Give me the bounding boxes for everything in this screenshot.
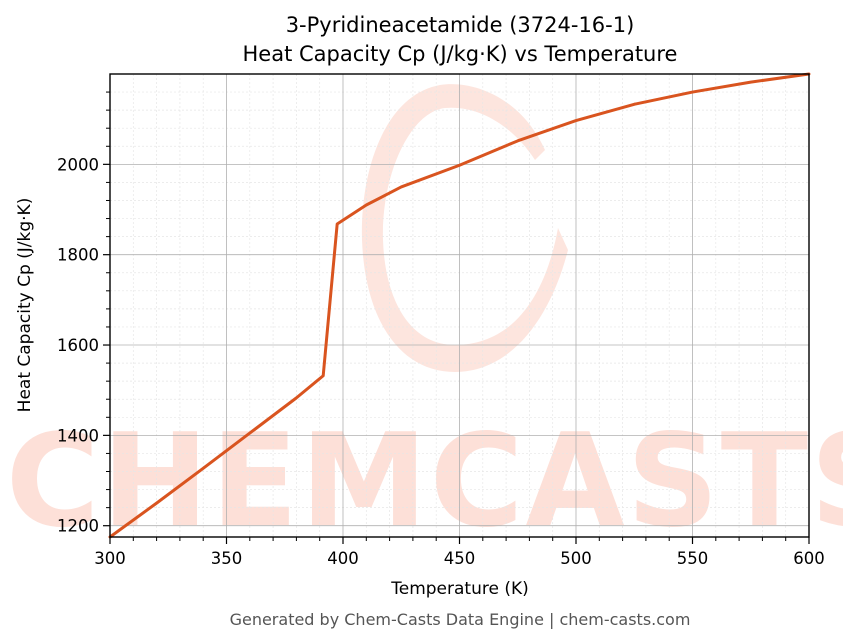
series-layer [108,72,811,539]
y-tick-label: 1800 [57,246,99,265]
watermark: CHEMCASTS [6,84,843,556]
y-axis-ticks: 1200 1400 1600 1800 2000 [57,91,110,536]
y-tick-label: 1600 [57,336,99,355]
footer-credit: Generated by Chem-Casts Data Engine | ch… [230,610,691,629]
x-tick-label: 400 [327,549,359,568]
x-tick-label: 500 [560,549,592,568]
x-axis-label: Temperature (K) [390,579,529,599]
x-tick-label: 350 [211,549,243,568]
x-tick-label: 450 [444,549,476,568]
y-tick-label: 1200 [57,517,99,536]
y-axis-label: Heat Capacity Cp (J/kg·K) [15,198,35,413]
y-tick-label: 1400 [57,426,99,445]
watermark-logo [361,84,568,373]
chart-subtitle: Heat Capacity Cp (J/kg·K) vs Temperature [243,42,678,66]
x-axis-ticks: 300 350 400 450 500 550 600 [94,537,825,568]
x-tick-label: 550 [677,549,709,568]
x-tick-label: 300 [94,549,126,568]
watermark-text: CHEMCASTS [6,407,843,556]
chart-title: 3-Pyridineacetamide (3724-16-1) [286,13,635,37]
series-line-1 [108,72,811,539]
y-tick-label: 2000 [57,155,99,174]
x-tick-label: 600 [793,549,825,568]
